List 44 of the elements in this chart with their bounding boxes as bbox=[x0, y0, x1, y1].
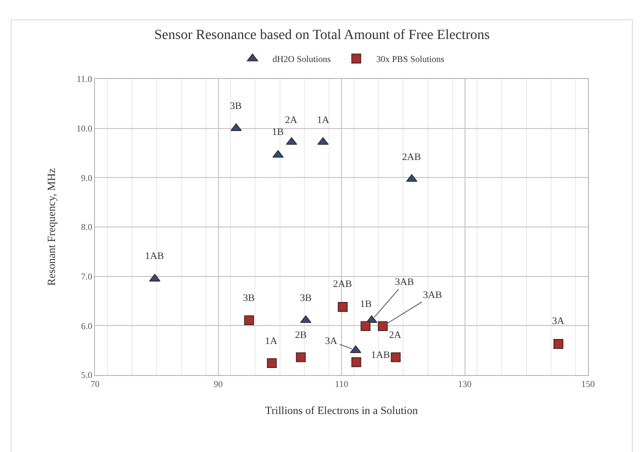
y-tick-label: 6.0 bbox=[80, 320, 93, 331]
legend-label: 30x PBS Solutions bbox=[376, 54, 445, 64]
annotation: 3A bbox=[325, 336, 338, 347]
annotation: 2A bbox=[285, 115, 298, 126]
annotation: 3AB bbox=[423, 290, 442, 301]
annotation: 2A bbox=[389, 330, 402, 341]
annotation: 3AB bbox=[395, 277, 414, 288]
point bbox=[338, 302, 348, 312]
point bbox=[351, 357, 362, 368]
x-tick-label: 110 bbox=[334, 378, 349, 389]
x-tick-label: 70 bbox=[90, 378, 100, 389]
y-tick-label: 5.0 bbox=[80, 370, 93, 380]
annotation: 1B bbox=[272, 127, 284, 138]
annotation: 1AB bbox=[371, 350, 390, 361]
point bbox=[360, 321, 370, 332]
annotation: 1AB bbox=[145, 251, 164, 262]
annotation: 2AB bbox=[402, 152, 422, 163]
annotation: 1A bbox=[265, 336, 278, 347]
point bbox=[390, 352, 401, 362]
y-tick-label: 9.0 bbox=[80, 172, 93, 183]
y-tick-label: 10.0 bbox=[76, 123, 93, 134]
annotation: 2B bbox=[295, 330, 307, 341]
legend-label: dH2O Solutions bbox=[272, 54, 332, 64]
x-axis-title: Trillions of Electrons in a Solution bbox=[265, 405, 418, 417]
y-tick-label: 7.0 bbox=[80, 271, 93, 282]
point bbox=[554, 339, 564, 349]
y-axis-title: Resonant Frequency, MHz bbox=[46, 168, 58, 286]
point bbox=[266, 358, 277, 368]
y-tick-label: 11.0 bbox=[76, 74, 93, 84]
annotation: 3A bbox=[552, 316, 565, 327]
x-tick-label: 90 bbox=[214, 378, 224, 389]
annotation: 3B bbox=[243, 293, 255, 304]
annotation: 2AB bbox=[333, 279, 352, 290]
annotation: 1B bbox=[360, 299, 372, 310]
point bbox=[378, 321, 388, 332]
annotation: 3B bbox=[300, 293, 312, 304]
point bbox=[296, 352, 306, 362]
annotation: 3B bbox=[230, 101, 242, 112]
annotation: 1A bbox=[317, 115, 330, 126]
y-tick-label: 8.0 bbox=[80, 222, 93, 232]
chart-title: Sensor Resonance based on Total Amount of Free Electrons bbox=[154, 28, 490, 43]
point bbox=[244, 315, 254, 326]
x-tick-label: 130 bbox=[458, 378, 472, 389]
x-tick-label: 150 bbox=[581, 378, 596, 389]
